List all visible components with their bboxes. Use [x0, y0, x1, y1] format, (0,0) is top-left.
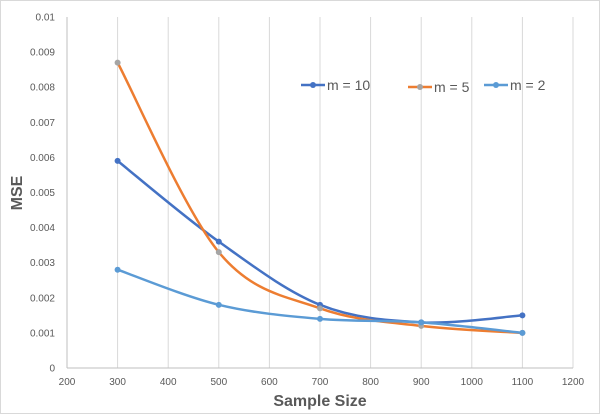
x-tick-label: 200 — [59, 377, 76, 388]
y-tick-label: 0.005 — [30, 188, 55, 199]
y-tick-labels: 0 0.001 0.002 0.003 0.004 0.005 0.006 0.007 0.00… — [30, 13, 55, 375]
y-tick-label: 0.006 — [30, 153, 55, 164]
data-point — [215, 249, 222, 256]
x-tick-label: 600 — [261, 377, 278, 388]
data-point — [519, 312, 526, 319]
series-markers — [114, 59, 526, 336]
data-point — [418, 319, 425, 326]
x-tick-labels: 200 300 400 500 600 700 800 900 1000 1100 1200 — [59, 377, 585, 388]
y-tick-label: 0 — [49, 364, 55, 375]
y-tick-label: 0.004 — [30, 223, 55, 234]
data-point — [317, 315, 323, 322]
legend-label: m = 5 — [434, 79, 470, 95]
data-point — [114, 157, 121, 164]
y-tick-label: 0.007 — [30, 118, 55, 129]
axes — [66, 17, 573, 369]
x-tick-label: 1200 — [562, 377, 585, 388]
y-tick-label: 0.009 — [30, 48, 55, 59]
x-tick-label: 900 — [413, 377, 430, 388]
x-tick-label: 800 — [362, 377, 379, 388]
y-tick-label: 0.001 — [30, 328, 55, 339]
x-axis-title: Sample Size — [273, 393, 366, 410]
data-point — [114, 59, 121, 66]
legend-marker — [493, 82, 499, 88]
data-point — [215, 301, 222, 308]
x-tick-label: 700 — [312, 377, 329, 388]
legend-marker — [417, 84, 423, 90]
x-tick-label: 500 — [210, 377, 227, 388]
y-tick-label: 0.008 — [30, 83, 55, 94]
legend-label: m = 10 — [327, 77, 370, 93]
y-tick-label: 0.01 — [36, 13, 56, 24]
y-tick-label: 0.002 — [30, 293, 55, 304]
x-tick-label: 400 — [160, 377, 177, 388]
y-tick-label: 0.003 — [30, 258, 55, 269]
legend: m = 10 m = 5 m = 2 — [301, 77, 546, 95]
vertical-gridlines — [117, 17, 574, 368]
legend-label: m = 2 — [510, 77, 546, 93]
y-axis-title: MSE — [9, 175, 26, 210]
data-point — [317, 305, 323, 312]
series-line-1 — [116, 61, 524, 335]
data-point — [114, 266, 121, 273]
x-tick-label: 1000 — [461, 377, 484, 388]
legend-marker — [310, 82, 316, 88]
data-point — [519, 329, 526, 336]
data-point — [215, 238, 222, 245]
x-tick-label: 300 — [109, 377, 126, 388]
x-tick-label: 1100 — [512, 377, 534, 388]
